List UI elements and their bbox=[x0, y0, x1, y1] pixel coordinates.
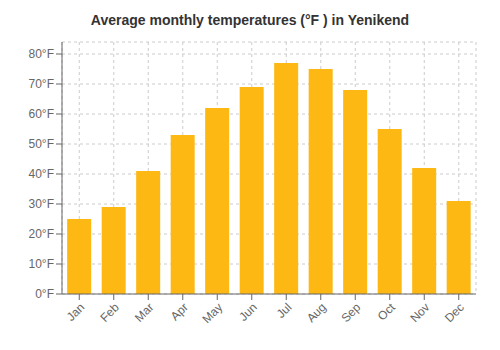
svg-text:Jan: Jan bbox=[64, 300, 88, 324]
html-text:Average monthly temperatures (: Average monthly temperatures (°F ) in Ye… bbox=[90, 12, 410, 28]
svg-text:10°F: 10°F bbox=[29, 257, 54, 271]
svg-text:60°F: 60°F bbox=[29, 107, 54, 121]
svg-text:Oct: Oct bbox=[375, 300, 399, 324]
svg-text:40°F: 40°F bbox=[29, 167, 54, 181]
svg-text:20°F: 20°F bbox=[29, 227, 54, 241]
svg-text:30°F: 30°F bbox=[29, 197, 54, 211]
svg-text:Sep: Sep bbox=[338, 300, 363, 325]
svg-text:Aug: Aug bbox=[304, 300, 329, 325]
svg-text:Jun: Jun bbox=[236, 300, 260, 324]
svg-text:Mar: Mar bbox=[132, 300, 157, 325]
svg-text:0°F: 0°F bbox=[35, 287, 54, 301]
svg-text:Nov: Nov bbox=[407, 300, 432, 325]
svg-text:Feb: Feb bbox=[97, 300, 122, 325]
svg-text:70°F: 70°F bbox=[29, 77, 54, 91]
svg-text:80°F: 80°F bbox=[29, 47, 54, 61]
svg-text:Apr: Apr bbox=[168, 300, 191, 323]
svg-text:May: May bbox=[199, 300, 225, 326]
svg-text:50°F: 50°F bbox=[29, 137, 54, 151]
svg-text:Jul: Jul bbox=[274, 300, 295, 321]
svg-text:Dec: Dec bbox=[442, 300, 467, 325]
